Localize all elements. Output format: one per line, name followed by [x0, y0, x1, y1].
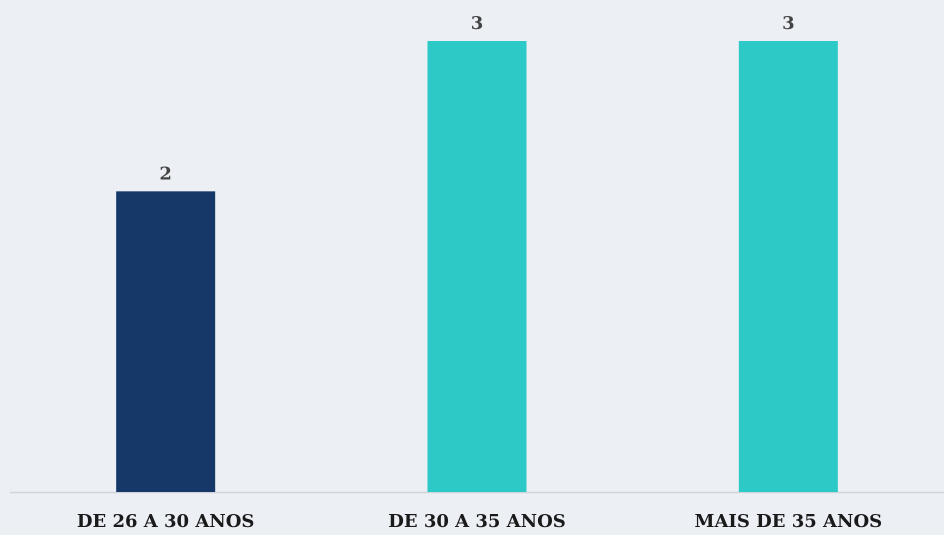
value-labels-group: 2 3 3 [159, 13, 794, 184]
category-labels-group: DE 26 A 30 ANOS DE 30 A 35 ANOS MAIS DE 35… [77, 511, 882, 532]
bar [116, 191, 216, 493]
bar-value-label: 3 [471, 13, 484, 34]
bar-value-label: 3 [782, 13, 795, 34]
bars-group [116, 41, 838, 493]
category-label: MAIS DE 35 ANOS [695, 511, 883, 532]
bar [738, 41, 838, 492]
bar [427, 41, 527, 492]
category-label: DE 26 A 30 ANOS [77, 511, 255, 532]
bar-value-label: 2 [159, 163, 172, 184]
category-label: DE 30 A 35 ANOS [388, 511, 566, 532]
